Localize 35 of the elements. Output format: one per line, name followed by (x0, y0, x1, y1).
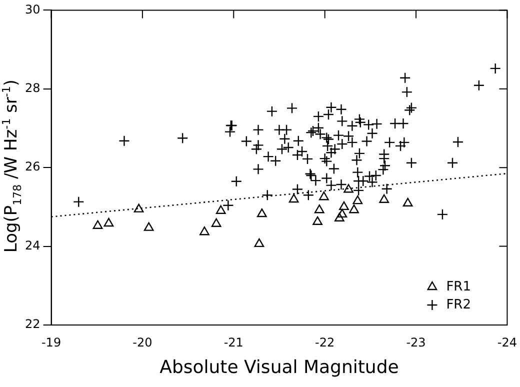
point (402, 198, 413, 207)
point (314, 204, 324, 214)
point (104, 218, 114, 227)
point (352, 195, 363, 204)
x-tick-label: -23 (406, 335, 426, 350)
point (339, 201, 349, 210)
point (312, 216, 322, 226)
x-axis-title: Absolute Visual Magnitude (160, 356, 399, 378)
point (337, 208, 348, 218)
point (211, 218, 222, 227)
y-tick-label: 26 (24, 160, 40, 174)
point (254, 238, 264, 248)
y-tick-label: 30 (24, 2, 40, 16)
legend-label: FR2 (446, 297, 471, 312)
point (334, 212, 344, 222)
point (216, 205, 226, 214)
y-tick-label: 24 (24, 238, 40, 252)
x-tick-label: -22 (315, 335, 335, 350)
point (288, 194, 299, 203)
point (256, 208, 267, 218)
point (134, 204, 144, 212)
point (92, 220, 103, 229)
point (144, 222, 154, 231)
y-tick-label: 28 (24, 81, 40, 96)
y-tick-label: 22 (24, 317, 40, 332)
point (379, 194, 390, 203)
x-tick-label: -19 (41, 335, 62, 350)
x-tick-label: -21 (224, 335, 244, 350)
legend-label: FR1 (446, 279, 471, 294)
x-tick-label: -24 (497, 335, 518, 350)
point (349, 204, 359, 214)
point (318, 192, 329, 200)
x-tick-label: -20 (132, 335, 152, 350)
point (200, 226, 210, 236)
point (344, 184, 354, 193)
